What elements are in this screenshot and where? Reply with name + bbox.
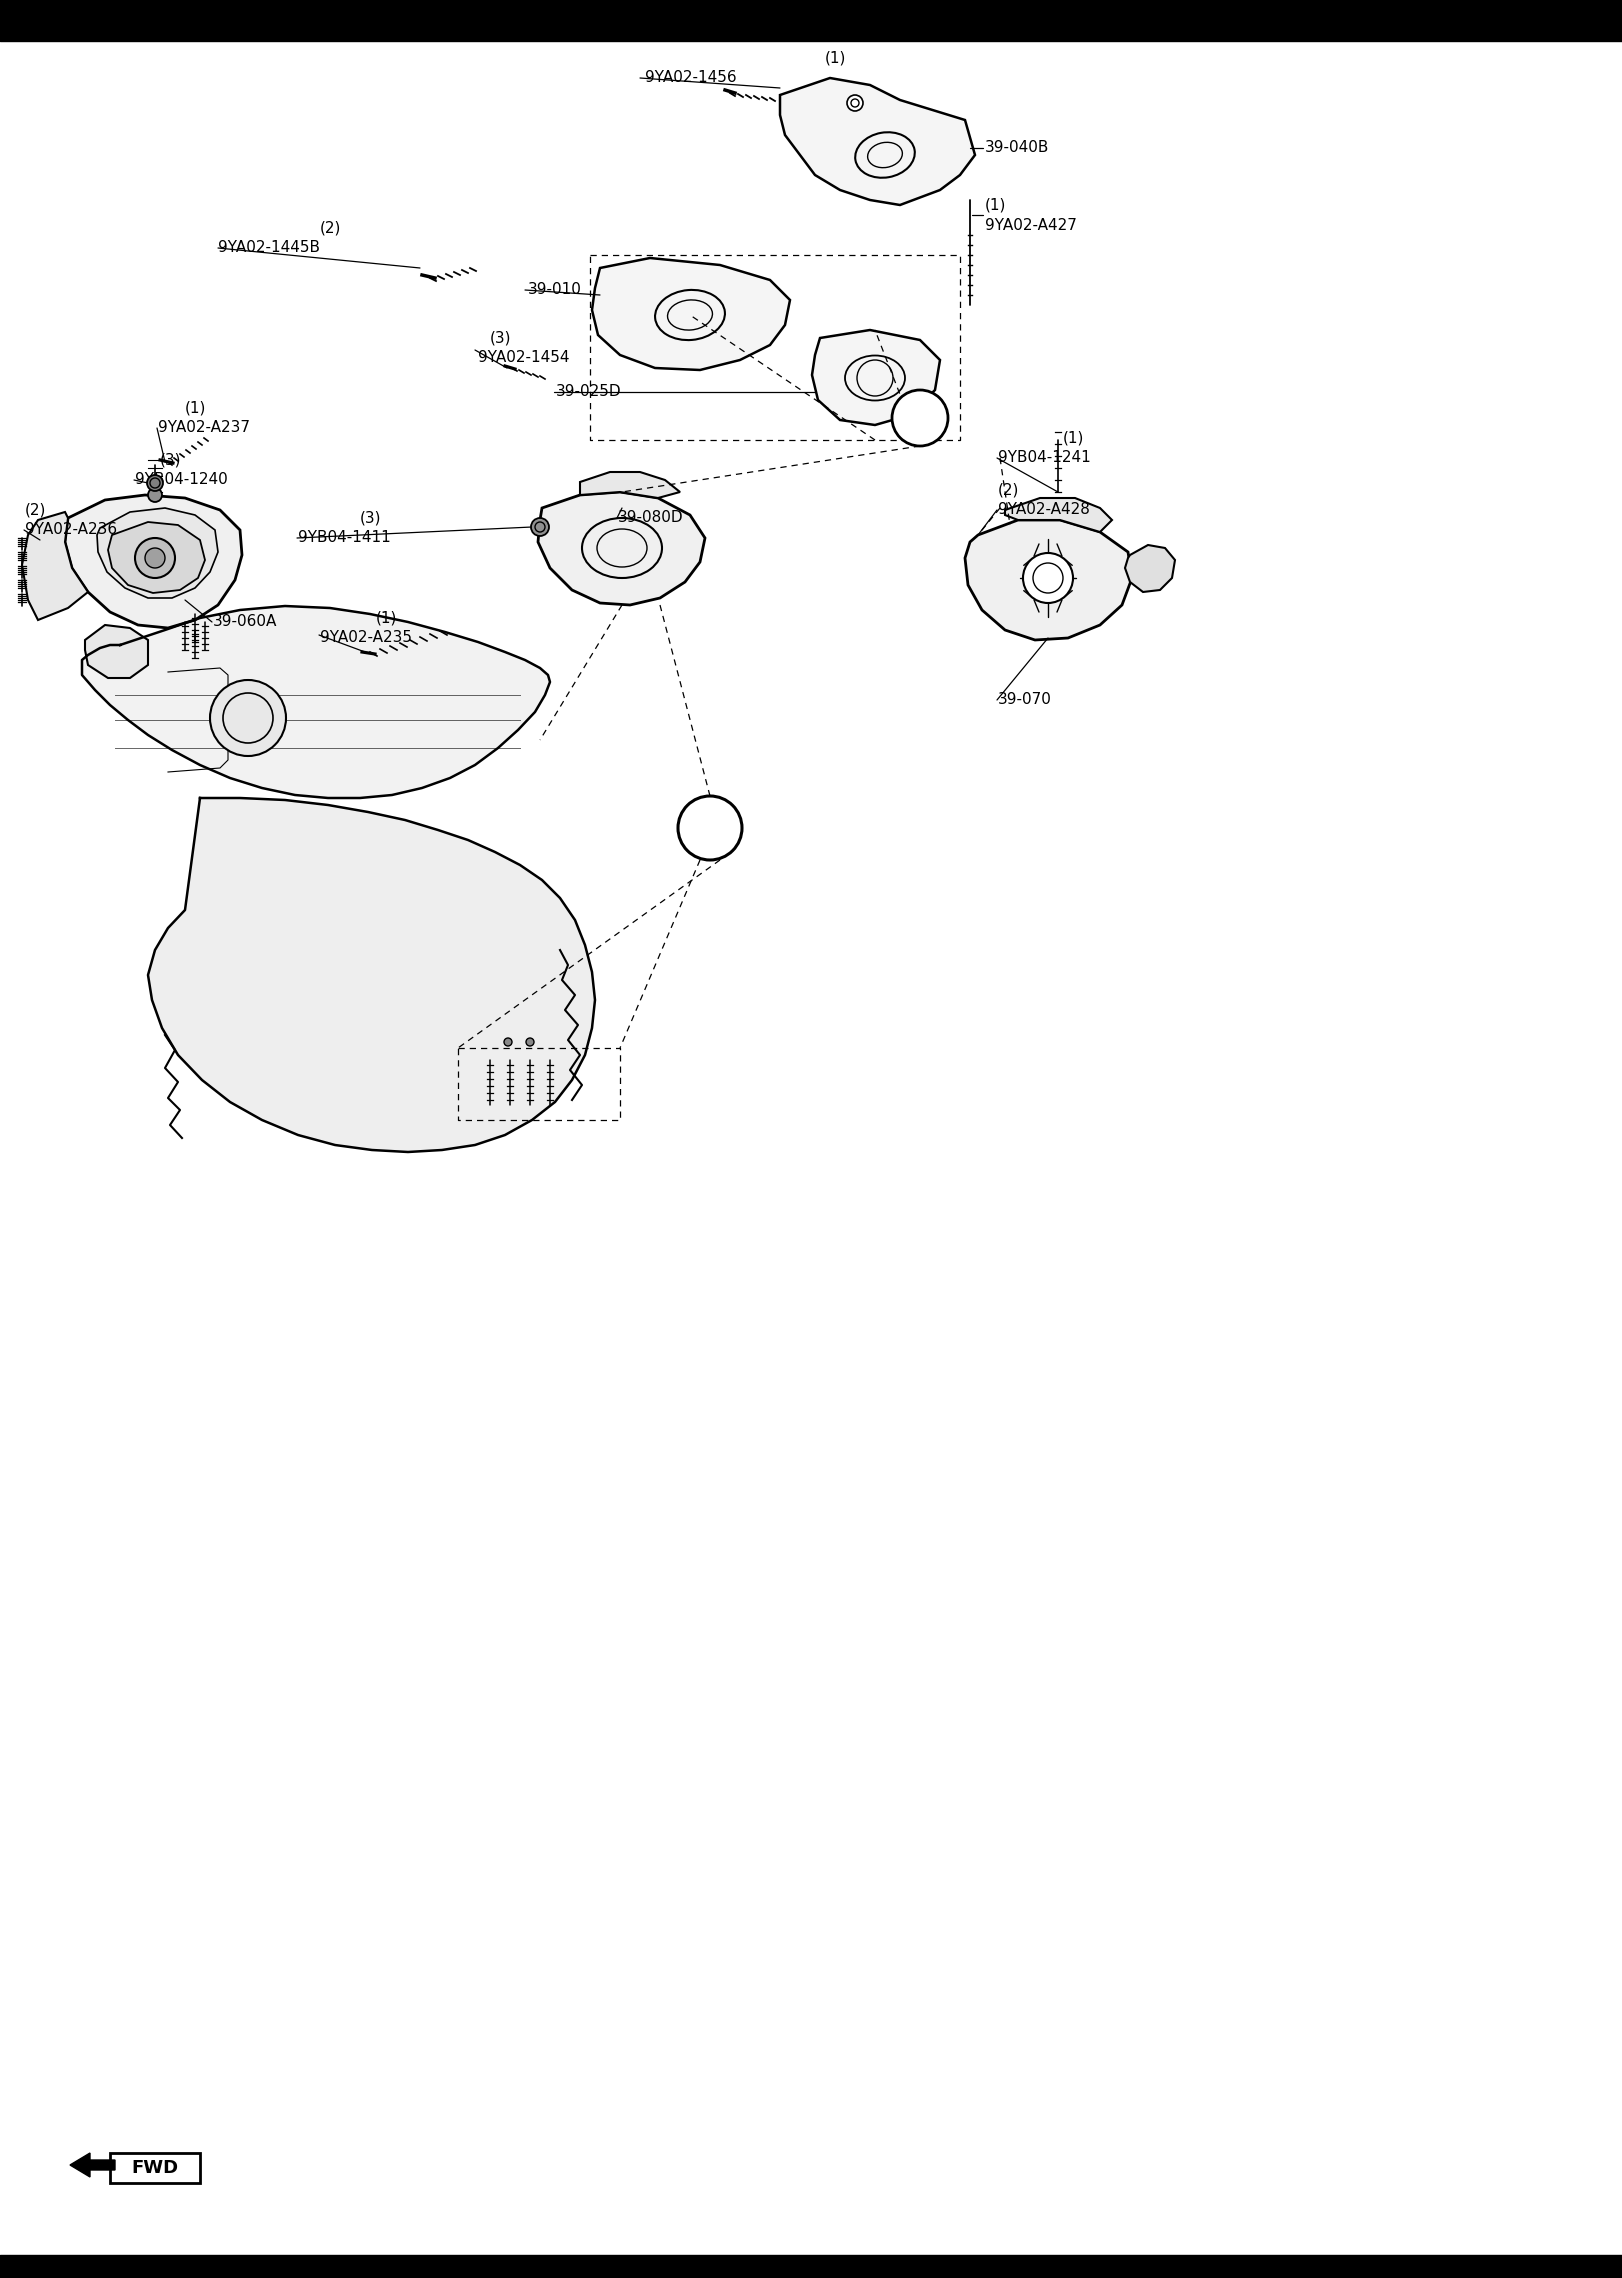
Text: (2): (2) — [24, 503, 47, 517]
Polygon shape — [581, 472, 680, 499]
Text: Z: Z — [701, 816, 719, 841]
Text: 9YA02-A237: 9YA02-A237 — [157, 421, 250, 435]
Polygon shape — [109, 522, 204, 592]
Text: (3): (3) — [360, 510, 381, 526]
Text: (1): (1) — [185, 401, 206, 415]
Circle shape — [135, 538, 175, 579]
Text: (1): (1) — [985, 198, 1006, 212]
Text: 39-040B: 39-040B — [985, 141, 1049, 155]
Text: (1): (1) — [826, 50, 847, 66]
Text: 39-025D: 39-025D — [556, 385, 621, 399]
Polygon shape — [97, 508, 217, 599]
Text: (3): (3) — [490, 330, 511, 346]
Circle shape — [148, 487, 162, 501]
Circle shape — [530, 517, 548, 535]
Circle shape — [847, 96, 863, 112]
Text: 39-060A: 39-060A — [212, 615, 277, 629]
Text: FWD: FWD — [131, 2160, 178, 2178]
Polygon shape — [1006, 499, 1113, 533]
Text: (1): (1) — [1062, 431, 1085, 446]
Polygon shape — [1126, 544, 1174, 592]
Text: 9YA02-A427: 9YA02-A427 — [985, 216, 1077, 232]
Text: 9YA02-1445B: 9YA02-1445B — [217, 241, 320, 255]
Polygon shape — [65, 494, 242, 629]
Polygon shape — [23, 513, 88, 620]
Text: 9YA02-A428: 9YA02-A428 — [998, 503, 1090, 517]
Text: 39-080D: 39-080D — [618, 510, 683, 526]
Polygon shape — [70, 2153, 115, 2178]
Polygon shape — [83, 606, 550, 797]
Text: 9YA02-A235: 9YA02-A235 — [320, 631, 412, 645]
Text: 9YA02-1454: 9YA02-1454 — [478, 351, 569, 364]
Bar — [110, 2153, 200, 2182]
Text: (1): (1) — [376, 611, 397, 626]
Polygon shape — [148, 797, 595, 1153]
Polygon shape — [84, 624, 148, 679]
Text: 9YB04-1411: 9YB04-1411 — [298, 531, 391, 544]
Text: 9YA02-1456: 9YA02-1456 — [646, 71, 736, 87]
Circle shape — [144, 549, 165, 567]
Text: 39-010: 39-010 — [529, 282, 582, 298]
Text: 9YB04-1241: 9YB04-1241 — [998, 451, 1090, 465]
Text: 9YA02-A236: 9YA02-A236 — [24, 522, 117, 538]
Polygon shape — [592, 257, 790, 369]
Polygon shape — [813, 330, 941, 426]
Text: 39-070: 39-070 — [998, 693, 1053, 708]
Text: (3): (3) — [161, 453, 182, 467]
Circle shape — [1023, 554, 1074, 604]
Text: 9YB04-1240: 9YB04-1240 — [135, 472, 227, 487]
Text: (2): (2) — [320, 221, 341, 235]
Circle shape — [148, 476, 162, 492]
Polygon shape — [780, 77, 975, 205]
Circle shape — [892, 390, 947, 446]
Circle shape — [526, 1039, 534, 1046]
Circle shape — [209, 681, 285, 756]
Circle shape — [504, 1039, 513, 1046]
Polygon shape — [965, 519, 1132, 640]
Circle shape — [678, 795, 741, 861]
Polygon shape — [539, 492, 706, 606]
Text: Z: Z — [912, 408, 928, 428]
Text: (2): (2) — [998, 483, 1019, 497]
